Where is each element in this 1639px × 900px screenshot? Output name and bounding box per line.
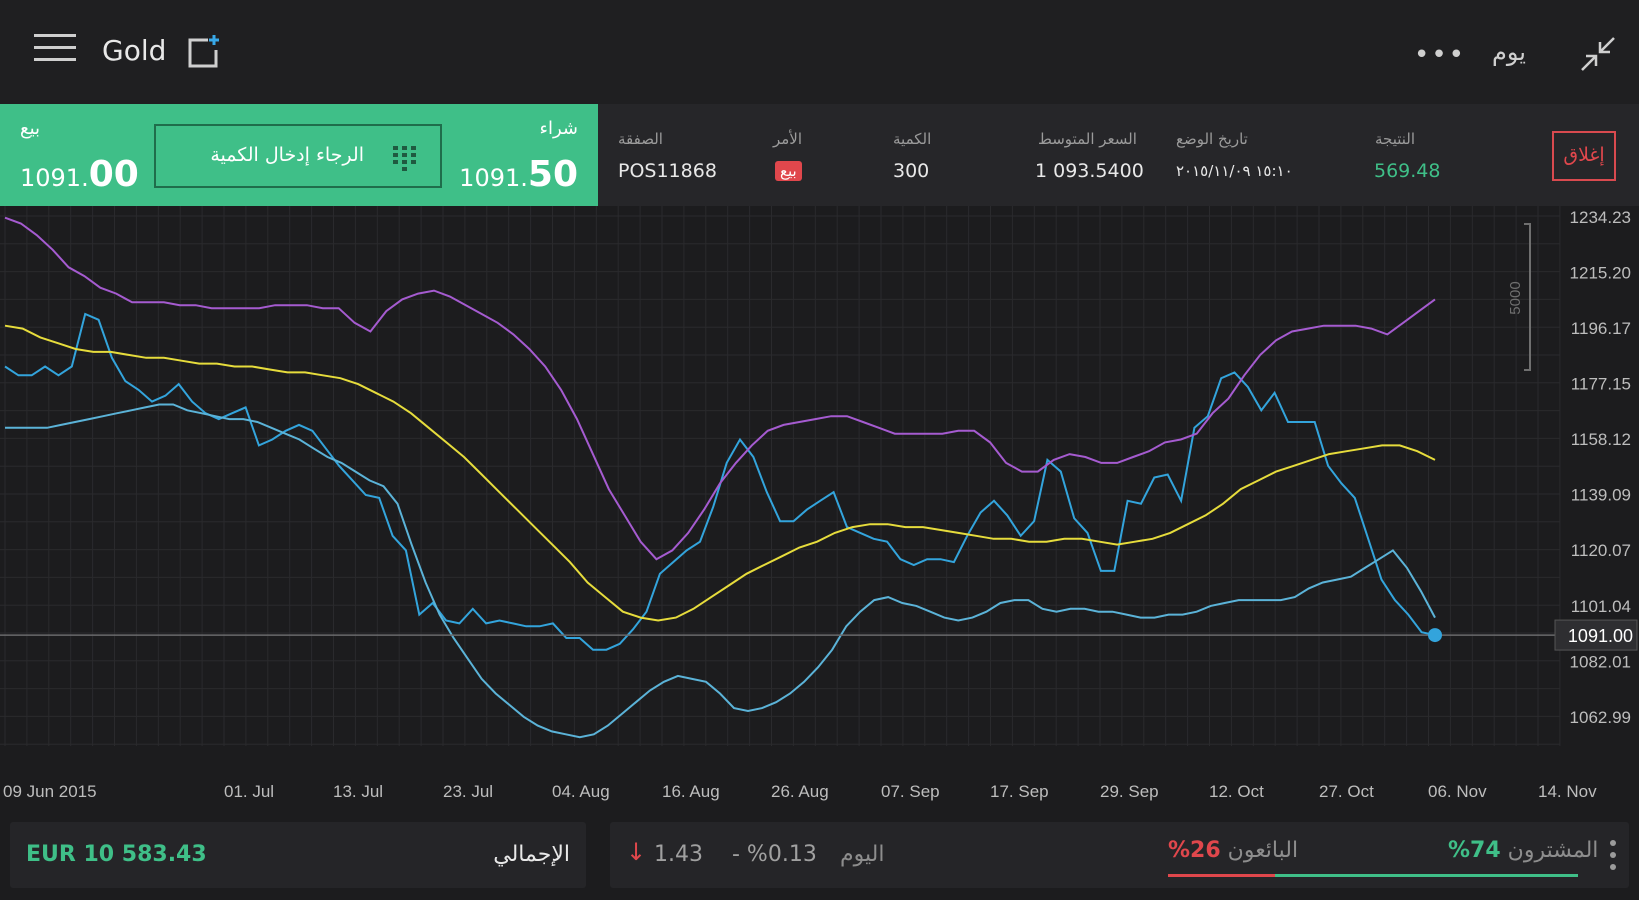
quantity-label: الكمية xyxy=(893,130,932,148)
total-box: EUR 10 583.43 الإجمالي xyxy=(10,822,586,888)
sell-price-button[interactable]: 1091.00 xyxy=(20,154,139,195)
current-price-marker xyxy=(1428,628,1442,643)
buyers-label: المشترون xyxy=(1507,838,1599,863)
x-tick-label: 29. Sep xyxy=(1100,782,1159,801)
y-tick-label: 1139.09 xyxy=(1571,486,1631,505)
y-tick-label: 1177.15 xyxy=(1571,375,1631,394)
total-label: الإجمالي xyxy=(493,842,570,867)
chart-svg[interactable]: 1234.23 1215.20 1196.17 1177.15 1158.12 1139.… xyxy=(0,206,1639,814)
quantity-input[interactable]: الرجاء إدخال الكمية xyxy=(154,124,442,188)
series-line-3 xyxy=(4,324,1436,622)
y-tick-label: 1101.04 xyxy=(1571,597,1631,616)
scale-label: 5000 xyxy=(1507,281,1524,314)
x-tick-label: 07. Sep xyxy=(881,782,940,801)
hamburger-menu-icon[interactable] xyxy=(34,34,76,68)
vertical-more-icon[interactable] xyxy=(1608,838,1618,872)
price-chart[interactable]: 1234.23 1215.20 1196.17 1177.15 1158.12 1139.… xyxy=(0,206,1639,814)
deal-value: POS11868 xyxy=(618,160,717,182)
buy-price-button[interactable]: 1091.50 xyxy=(459,154,578,195)
sentiment-bar xyxy=(1168,874,1578,877)
total-value: EUR 10 583.43 xyxy=(26,842,207,867)
y-tick-label: 1158.12 xyxy=(1571,430,1631,449)
instrument-title: Gold xyxy=(102,34,167,67)
y-tick-label: 1196.17 xyxy=(1571,319,1631,338)
quantity-value: 300 xyxy=(893,160,930,182)
period-selector[interactable]: يوم xyxy=(1492,38,1526,66)
keypad-icon[interactable] xyxy=(392,144,422,174)
sell-label: بيع xyxy=(20,118,41,139)
order-badge: بيع xyxy=(775,161,802,181)
sellers-label: البائعون xyxy=(1227,838,1299,863)
buy-price-small: 1091. xyxy=(459,164,528,192)
result-label: النتيجة xyxy=(1375,130,1416,148)
more-options-icon[interactable]: ••• xyxy=(1414,40,1467,70)
avg-price-label: السعر المتوسط xyxy=(1038,130,1137,148)
sell-price-big: 00 xyxy=(88,154,139,195)
series-line-2 xyxy=(5,403,1436,739)
deal-label: الصفقة xyxy=(618,130,663,148)
current-price-label: 1091.00 xyxy=(1568,626,1633,646)
sell-price-small: 1091. xyxy=(20,164,89,192)
x-tick-label: 27. Oct xyxy=(1319,782,1374,801)
buyers-sentiment: %74 المشترون xyxy=(1448,838,1598,863)
avg-price-value: 1 093.5400 xyxy=(1035,160,1144,182)
buy-label: شراء xyxy=(539,118,578,139)
today-label: اليوم xyxy=(840,842,885,867)
x-tick-label: 06. Nov xyxy=(1428,782,1487,801)
y-tick-label: 1062.99 xyxy=(1570,708,1631,727)
y-tick-label: 1215.20 xyxy=(1570,264,1631,283)
quantity-placeholder: الرجاء إدخال الكمية xyxy=(210,144,364,166)
position-panel: الصفقة POS11868 الأمر بيع الكمية 300 الس… xyxy=(598,104,1639,207)
change-percent: - %0.13 xyxy=(732,842,817,867)
scale-bracket xyxy=(1524,223,1531,371)
x-tick-label: 09 Jun 2015 xyxy=(3,782,97,801)
x-tick-label: 16. Aug xyxy=(662,782,720,801)
current-price-tag xyxy=(1554,619,1638,651)
x-tick-label: 26. Aug xyxy=(771,782,829,801)
y-tick-label: 1234.23 xyxy=(1570,208,1631,227)
x-tick-label: 14. Nov xyxy=(1538,782,1597,801)
close-position-button[interactable]: إغلاق xyxy=(1552,131,1616,181)
buyers-pct: %74 xyxy=(1448,838,1501,863)
order-label: الأمر xyxy=(773,130,803,148)
open-date-value: ١٥:١٠ ٢٠١٥/١١/٠٩ xyxy=(1176,162,1293,180)
sellers-sentiment: %26 البائعون xyxy=(1168,838,1298,863)
sellers-fill xyxy=(1168,874,1275,877)
stats-box: ↓ 1.43 - %0.13 اليوم %26 البائعون %74 ال… xyxy=(610,822,1629,888)
x-tick-label: 23. Jul xyxy=(443,782,493,801)
x-tick-label: 04. Aug xyxy=(552,782,610,801)
trade-panel: بيع 1091.00 الرجاء إدخال الكمية شراء 109… xyxy=(0,104,598,206)
add-watchlist-icon[interactable] xyxy=(186,34,222,70)
series-line-4 xyxy=(4,216,1436,561)
buy-price-big: 50 xyxy=(527,154,578,195)
x-tick-label: 13. Jul xyxy=(333,782,383,801)
x-tick-label: 17. Sep xyxy=(990,782,1049,801)
top-bar: Gold ••• يوم xyxy=(0,0,1639,104)
y-tick-label: 1120.07 xyxy=(1571,541,1631,560)
sellers-pct: %26 xyxy=(1168,838,1221,863)
bottom-bar: EUR 10 583.43 الإجمالي ↓ 1.43 - %0.13 ال… xyxy=(0,814,1639,900)
down-arrow-icon: ↓ xyxy=(626,838,647,866)
result-value: 569.48 xyxy=(1374,160,1441,182)
x-tick-label: 01. Jul xyxy=(224,782,274,801)
x-tick-label: 12. Oct xyxy=(1209,782,1264,801)
change-absolute: 1.43 xyxy=(654,842,703,867)
collapse-icon[interactable] xyxy=(1578,34,1618,74)
open-date-label: تاريخ الوضع xyxy=(1176,130,1248,148)
y-tick-label: 1082.01 xyxy=(1570,652,1631,671)
